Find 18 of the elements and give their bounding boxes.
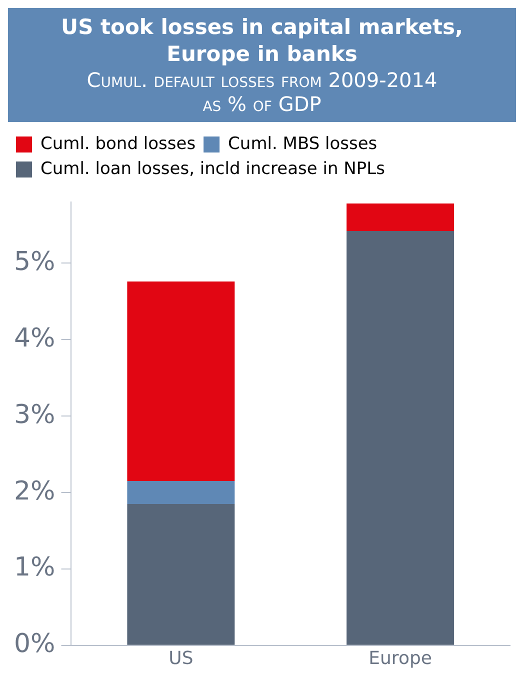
legend-label: Cuml. loan losses, incld increase in NPLs <box>40 158 386 179</box>
y-tick-label: 3% <box>14 400 56 430</box>
chart-title: US took losses in capital markets, Europe in banks <box>60 14 464 68</box>
bar <box>346 231 454 645</box>
chart-subtitle: Cumul. default losses from 2009-2014 as % of GDP <box>86 68 438 116</box>
bar <box>346 204 454 232</box>
legend-label: Cuml. bond losses <box>40 134 196 154</box>
x-tick-label: US <box>168 648 194 669</box>
legend-label: Cuml. MBS losses <box>228 134 378 154</box>
y-tick-label: 1% <box>14 552 56 583</box>
y-tick-label: 5% <box>14 246 56 277</box>
x-tick-label: Europe <box>368 648 432 669</box>
bar <box>127 504 235 645</box>
y-tick-label: 2% <box>14 476 56 506</box>
y-tick-label: 4% <box>14 323 56 354</box>
bar <box>127 282 235 482</box>
y-tick-label: 0% <box>14 629 56 660</box>
bar <box>127 481 235 504</box>
